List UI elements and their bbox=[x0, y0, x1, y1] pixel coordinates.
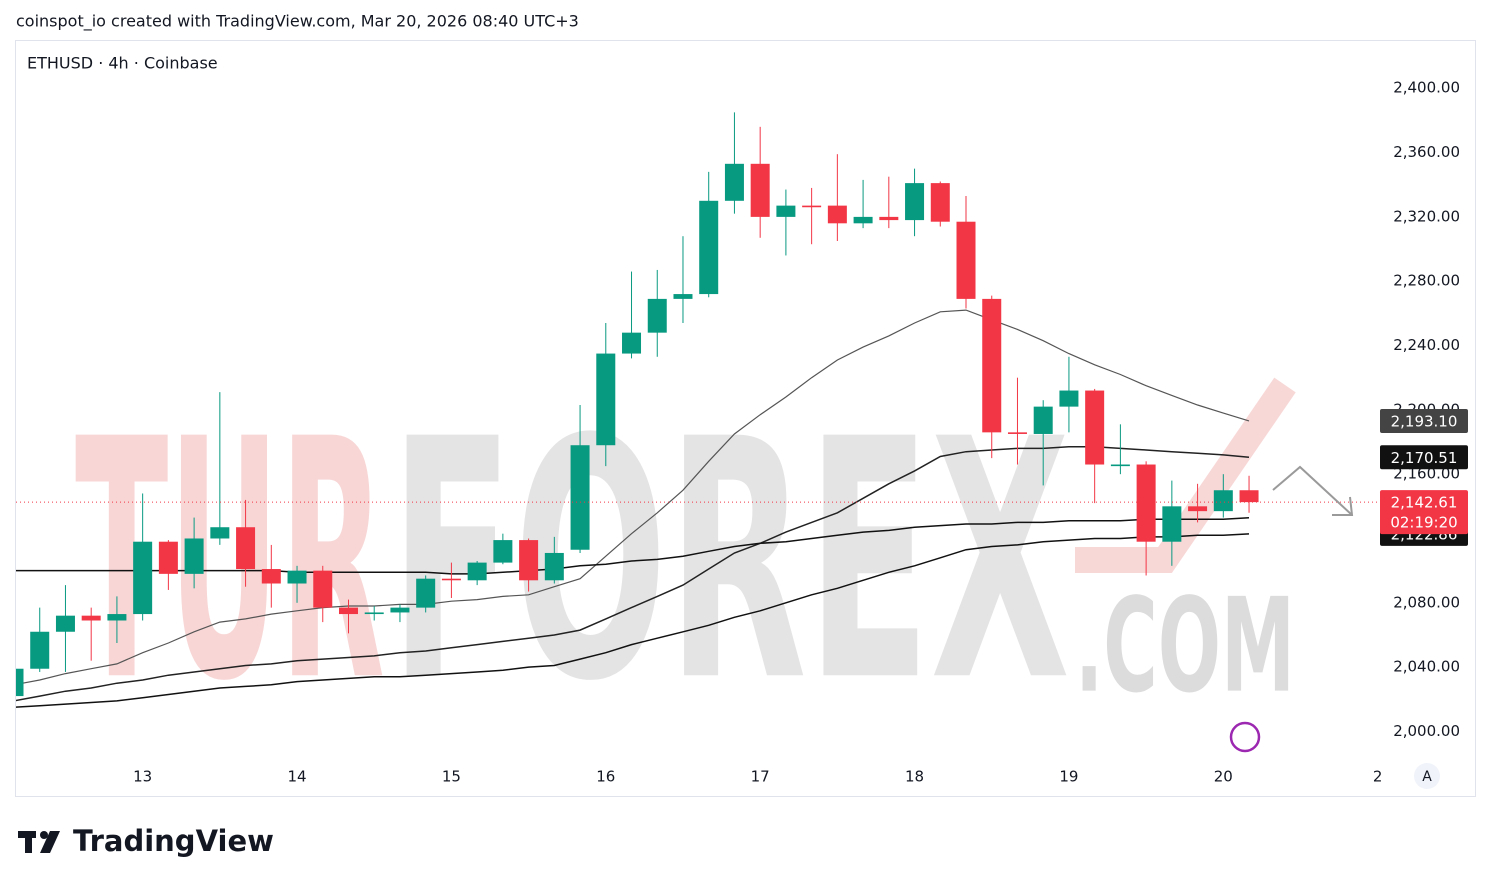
candle-body bbox=[364, 612, 384, 615]
candle-body bbox=[390, 607, 410, 613]
candle-body bbox=[287, 570, 307, 584]
candle-body bbox=[596, 353, 616, 446]
arrow-head bbox=[1332, 496, 1354, 516]
candle-body bbox=[184, 538, 204, 574]
logo-shape bbox=[40, 831, 60, 853]
watermark-text: .COM bbox=[1075, 570, 1295, 722]
candle-body bbox=[905, 183, 925, 221]
moving-average-line bbox=[16, 517, 1250, 575]
candle-body bbox=[519, 540, 539, 581]
y-tick-label: 2,000.00 bbox=[1393, 722, 1460, 740]
brand: TradingView bbox=[73, 824, 274, 858]
last-price-tag bbox=[1380, 490, 1468, 535]
candle-body bbox=[802, 205, 822, 208]
candle-body bbox=[982, 298, 1002, 433]
candle-body bbox=[1007, 432, 1027, 434]
countdown-label: 02:19:20 bbox=[1390, 514, 1457, 532]
candle-body bbox=[1136, 464, 1156, 542]
candle-body bbox=[827, 205, 847, 224]
candle-body bbox=[853, 216, 873, 224]
price-tag-label: 2,170.51 bbox=[1391, 449, 1458, 467]
candle-body bbox=[81, 615, 101, 621]
candle-body bbox=[493, 540, 513, 563]
candle-body bbox=[1188, 506, 1208, 512]
x-tick-label: 14 bbox=[287, 768, 306, 786]
candle-body bbox=[210, 527, 230, 539]
candle-body bbox=[570, 445, 590, 550]
logo-shape bbox=[40, 831, 48, 839]
candle-body bbox=[416, 578, 436, 608]
x-tick-label: 2 bbox=[1373, 768, 1383, 786]
candle-body bbox=[133, 541, 153, 615]
candle-body bbox=[776, 205, 796, 217]
candle-body bbox=[1110, 464, 1130, 467]
auto-scale-button[interactable] bbox=[1414, 763, 1440, 789]
candle-body bbox=[544, 552, 564, 581]
y-tick-label: 2,280.00 bbox=[1393, 272, 1460, 290]
candle-body bbox=[158, 541, 178, 574]
plot-area bbox=[16, 112, 1378, 708]
candle-body bbox=[622, 332, 642, 354]
candle-body bbox=[750, 163, 770, 217]
credit: coinspot_io created with TradingView.com… bbox=[16, 12, 579, 32]
candle-body bbox=[16, 668, 24, 697]
candle-body bbox=[236, 527, 256, 570]
y-tick-label: 2,400.00 bbox=[1393, 79, 1460, 97]
candle-body bbox=[107, 614, 127, 621]
candle-body bbox=[699, 200, 719, 295]
candle-body bbox=[313, 570, 333, 608]
price-tag bbox=[1380, 408, 1468, 433]
brand-logo bbox=[18, 831, 60, 853]
logo-shape bbox=[25, 831, 32, 853]
candle-body bbox=[673, 294, 693, 299]
x-tick-label: 20 bbox=[1214, 768, 1233, 786]
y-tick-label: 2,360.00 bbox=[1393, 143, 1460, 161]
price-tag bbox=[1380, 445, 1468, 470]
candle-body bbox=[55, 615, 75, 632]
watermark-text: TUR bbox=[75, 369, 385, 753]
candle-body bbox=[1085, 390, 1105, 465]
x-tick-label: 16 bbox=[596, 768, 615, 786]
candle-body bbox=[956, 221, 976, 299]
forecast-arrow bbox=[1272, 465, 1353, 516]
chart-title: ETHUSD · 4h · Coinbase bbox=[27, 54, 218, 73]
candle-body bbox=[1059, 390, 1079, 407]
x-tick-label: 13 bbox=[133, 768, 152, 786]
candle-body bbox=[467, 562, 487, 581]
x-tick-label: 15 bbox=[442, 768, 461, 786]
candle-body bbox=[647, 298, 667, 333]
candle-body bbox=[1162, 506, 1182, 542]
candle-body bbox=[261, 569, 281, 584]
candle-body bbox=[879, 216, 899, 221]
candle-body bbox=[1239, 490, 1259, 503]
candle-body bbox=[1033, 406, 1053, 434]
moving-average-line bbox=[16, 309, 1250, 686]
candle-body bbox=[1213, 490, 1233, 512]
x-tick-label: 19 bbox=[1059, 768, 1078, 786]
x-tick-label: 18 bbox=[905, 768, 924, 786]
alert-icon[interactable] bbox=[1229, 721, 1261, 753]
moving-average-line bbox=[16, 533, 1250, 708]
x-tick-label: 17 bbox=[751, 768, 770, 786]
auto-scale-label[interactable]: A bbox=[1422, 769, 1432, 785]
watermark-check bbox=[1075, 377, 1296, 573]
watermark-text: FOREX bbox=[390, 369, 1070, 753]
candle-body bbox=[724, 163, 744, 201]
y-tick-label: 2,040.00 bbox=[1393, 658, 1460, 676]
candle-body bbox=[30, 631, 50, 669]
y-tick-label: 2,080.00 bbox=[1393, 593, 1460, 611]
last-price-label: 2,142.61 bbox=[1391, 494, 1458, 512]
candle-body bbox=[930, 183, 950, 222]
candle-body bbox=[338, 607, 358, 615]
y-tick-label: 2,240.00 bbox=[1393, 336, 1460, 354]
watermark: TUR FOREX .COM bbox=[75, 369, 1296, 753]
candle-body bbox=[441, 578, 461, 581]
price-tag-label: 2,193.10 bbox=[1391, 412, 1458, 430]
chart-frame bbox=[15, 40, 1476, 797]
y-tick-label: 2,320.00 bbox=[1393, 207, 1460, 225]
